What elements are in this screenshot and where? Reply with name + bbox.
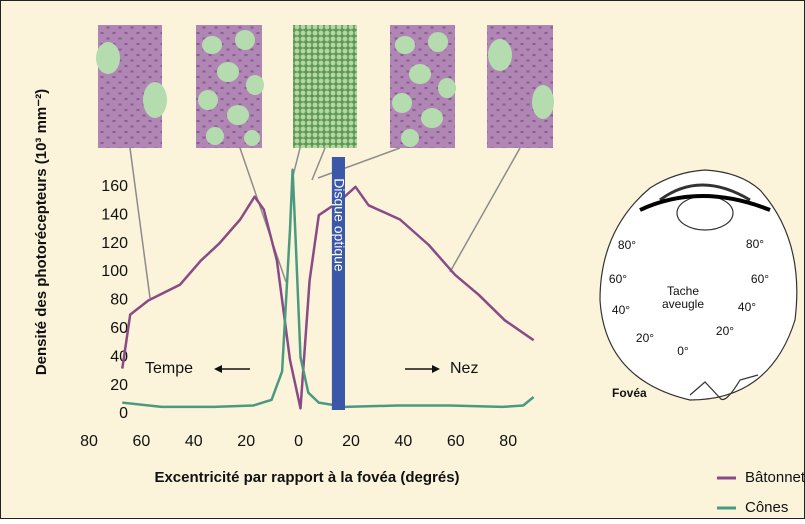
- legend-label: Cônes: [745, 499, 788, 516]
- eye-degree-label: 40°: [612, 303, 630, 317]
- fovea-label: Fovéa: [612, 386, 647, 400]
- x-tick-label: 60: [447, 433, 465, 450]
- x-tick-label: 80: [499, 433, 517, 450]
- y-tick-label: 0: [119, 405, 128, 422]
- y-axis-title: Densité des photorécepteurs (10³ mm⁻²): [33, 89, 50, 375]
- y-tick-label: 120: [101, 235, 128, 252]
- x-tick-label: 20: [342, 433, 360, 450]
- x-axis-title: Excentricité par rapport à la fovéa (deg…: [154, 469, 459, 486]
- eye-degree-label: 60°: [751, 272, 769, 286]
- y-tick-label: 80: [110, 292, 128, 309]
- x-tick-label: 60: [133, 433, 151, 450]
- eye-degree-label: 20°: [716, 324, 734, 338]
- x-tick-label: 80: [80, 433, 98, 450]
- x-tick-label: 20: [237, 433, 255, 450]
- optic-disc-label: Disque optique: [332, 178, 348, 272]
- y-tick-label: 140: [101, 206, 128, 223]
- y-tick-label: 20: [110, 377, 128, 394]
- blind-spot-label: Tache: [667, 284, 699, 298]
- annotation: Nez: [450, 360, 478, 377]
- eye-degree-label: 0°: [677, 344, 689, 358]
- x-tick-label: 40: [395, 433, 413, 450]
- y-tick-label: 160: [101, 178, 128, 195]
- chart: Densité des photorécepteurs (10³ mm⁻²) E…: [0, 0, 805, 519]
- legend-label: Bâtonnets: [745, 469, 805, 486]
- eye-degree-label: 60°: [609, 272, 627, 286]
- annotation: Tempe: [145, 360, 193, 377]
- y-tick-label: 100: [101, 263, 128, 280]
- eye-degree-label: 80°: [618, 238, 636, 252]
- x-tick-label: 0: [294, 433, 303, 450]
- blind-spot-label: aveugle: [662, 297, 704, 311]
- x-tick-label: 40: [185, 433, 203, 450]
- eye-degree-label: 20°: [636, 331, 654, 345]
- y-tick-label: 60: [110, 320, 128, 337]
- eye-degree-label: 40°: [738, 300, 756, 314]
- eye-degree-label: 80°: [746, 237, 764, 251]
